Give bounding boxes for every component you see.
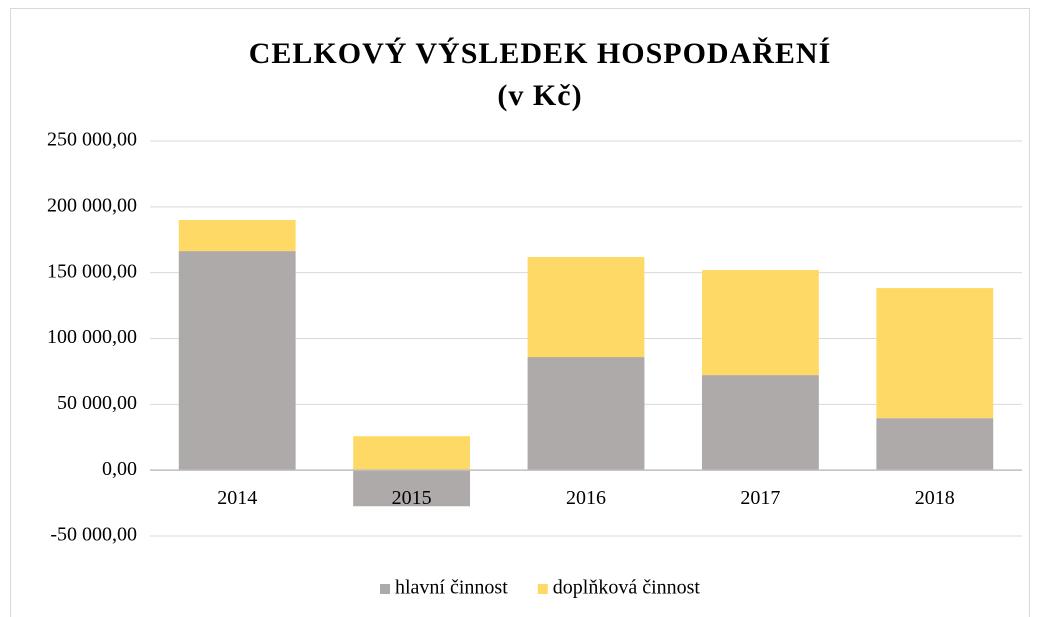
y-tick-label: 50 000,00 [57, 392, 137, 414]
x-tick-label: 2016 [566, 487, 606, 509]
legend-swatch [380, 584, 391, 594]
legend-swatch [537, 584, 548, 594]
y-tick-label: 250 000,00 [47, 129, 137, 151]
x-tick-label: 2017 [740, 487, 780, 509]
x-tick-label: 2018 [915, 487, 955, 509]
y-tick-label: 0,00 [102, 458, 137, 480]
y-tick-label: -50 000,00 [50, 524, 137, 546]
bar-segment [876, 418, 994, 471]
bar-segment [353, 436, 471, 471]
legend-label: doplňková činnost [553, 577, 701, 599]
bar-segment [178, 251, 296, 471]
y-tick-label: 150 000,00 [47, 260, 137, 282]
y-tick-label: 100 000,00 [47, 326, 137, 348]
x-tick-label: 2014 [217, 487, 257, 509]
y-tick-label: 200 000,00 [47, 194, 137, 216]
chart-subtitle: (v Kč) [497, 79, 582, 112]
bar-segment [178, 220, 296, 252]
bar-segment [527, 357, 645, 471]
bar-segment [353, 470, 471, 507]
bar-segment [701, 375, 819, 471]
bar-segment [876, 288, 994, 419]
x-tick-label: 2015 [392, 487, 432, 509]
legend-label: hlavní činnost [395, 577, 508, 599]
chart-title: CELKOVÝ VÝSLEDEK HOSPODAŘENÍ [249, 37, 832, 70]
bar-segment [701, 270, 819, 376]
bar-segment [527, 256, 645, 358]
